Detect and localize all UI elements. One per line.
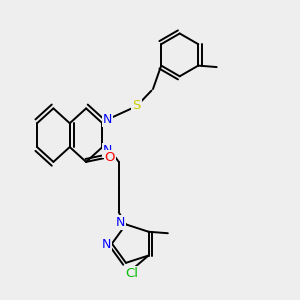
Text: N: N <box>103 143 112 157</box>
Text: O: O <box>105 151 115 164</box>
Text: N: N <box>115 215 125 229</box>
Text: N: N <box>101 238 111 251</box>
Text: S: S <box>132 99 141 112</box>
Text: Cl: Cl <box>126 267 139 280</box>
Text: N: N <box>103 113 112 126</box>
